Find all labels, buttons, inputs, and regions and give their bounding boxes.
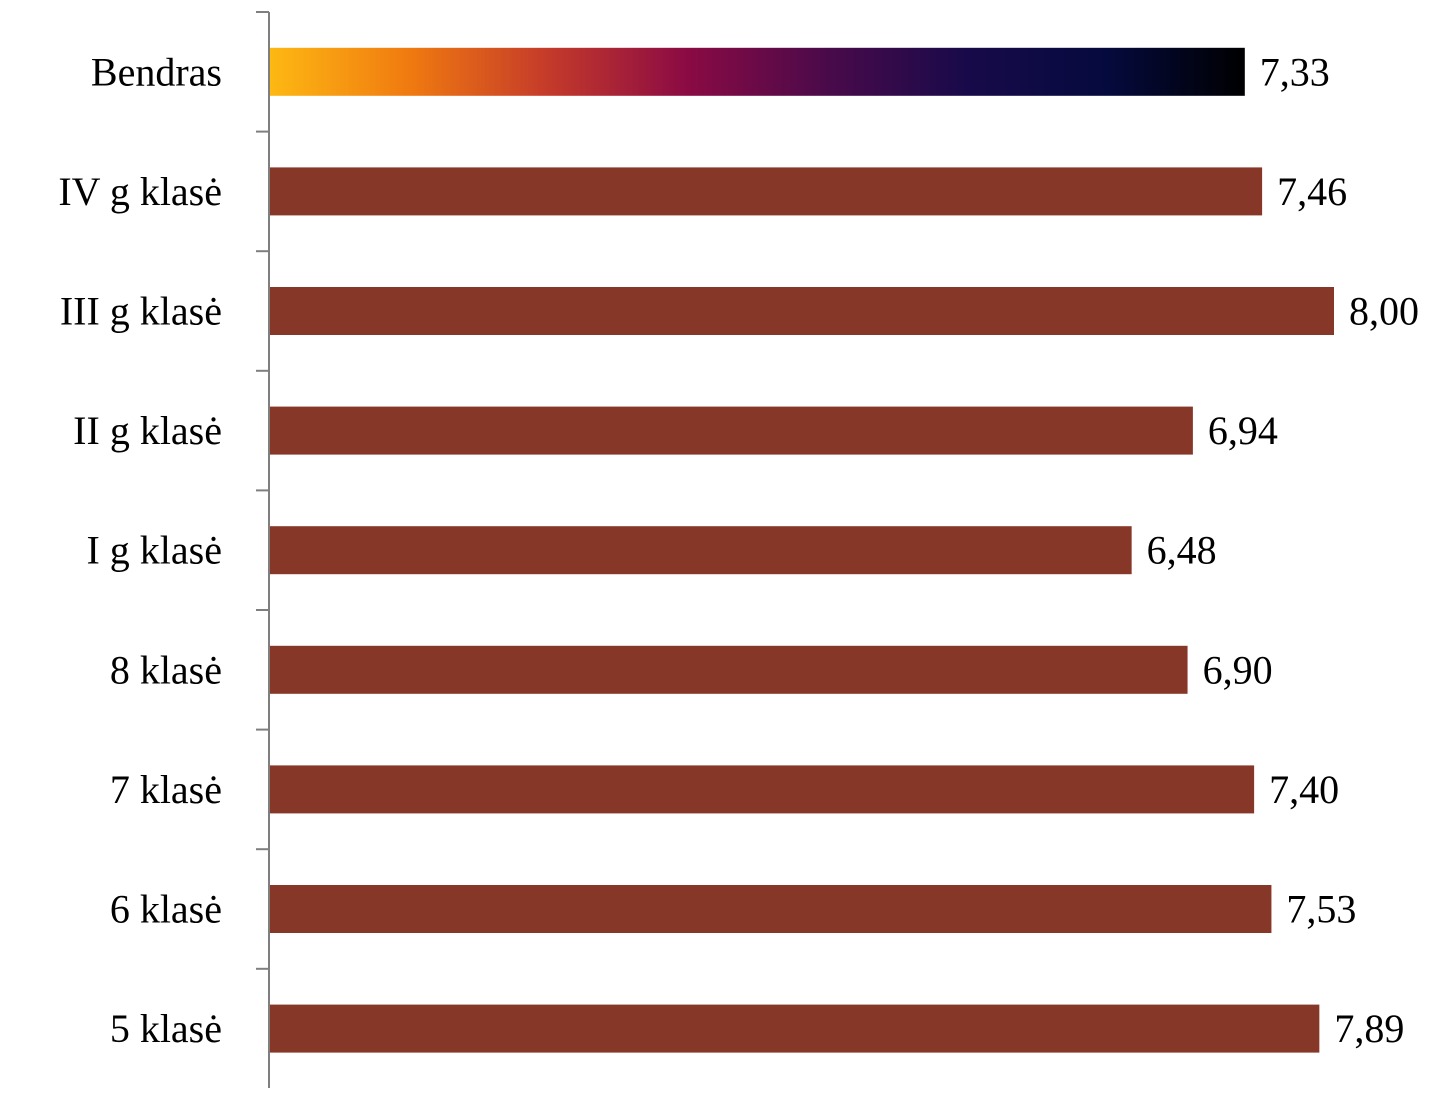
value-label: 7,89 bbox=[1334, 1006, 1404, 1051]
category-label: Bendras bbox=[91, 49, 222, 94]
category-label: 6 klasė bbox=[110, 887, 222, 932]
bar bbox=[270, 526, 1132, 575]
category-label: IV g klasė bbox=[58, 169, 222, 214]
category-label: 5 klasė bbox=[110, 1006, 222, 1051]
bar bbox=[270, 765, 1255, 814]
value-label: 6,90 bbox=[1203, 647, 1273, 692]
category-label: 8 klasė bbox=[110, 647, 222, 692]
value-label: 6,48 bbox=[1147, 528, 1217, 573]
bar bbox=[270, 287, 1334, 335]
category-labels: Bendras IV g klasė III g klasė II g klasė I … bbox=[58, 49, 222, 1051]
bars-layer bbox=[270, 47, 1334, 1053]
value-label: 7,33 bbox=[1260, 49, 1330, 94]
bar bbox=[270, 1004, 1320, 1053]
value-label: 8,00 bbox=[1349, 289, 1419, 334]
value-label: 7,40 bbox=[1269, 767, 1339, 812]
category-label: III g klasė bbox=[60, 289, 222, 334]
value-label: 6,94 bbox=[1208, 408, 1278, 453]
category-label: 7 klasė bbox=[110, 767, 222, 812]
value-label: 7,46 bbox=[1277, 169, 1347, 214]
bar bbox=[270, 167, 1263, 216]
category-axis bbox=[256, 11, 270, 1088]
value-label: 7,53 bbox=[1286, 887, 1356, 932]
bar bbox=[270, 645, 1188, 694]
bar bbox=[270, 406, 1193, 455]
category-label: I g klasė bbox=[86, 528, 222, 573]
value-labels: 7,33 7,46 8,00 6,94 6,48 6,90 7,40 7,53 7,89 bbox=[1147, 49, 1419, 1051]
category-label: II g klasė bbox=[73, 408, 222, 453]
bar bbox=[270, 885, 1272, 933]
bar bbox=[270, 47, 1245, 96]
